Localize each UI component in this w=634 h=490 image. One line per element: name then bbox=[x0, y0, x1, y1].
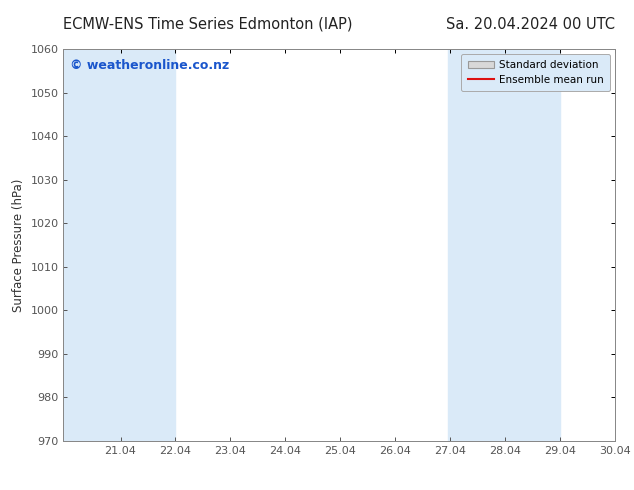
Text: ECMW-ENS Time Series Edmonton (IAP): ECMW-ENS Time Series Edmonton (IAP) bbox=[63, 17, 353, 32]
Text: © weatheronline.co.nz: © weatheronline.co.nz bbox=[70, 59, 230, 72]
Y-axis label: Surface Pressure (hPa): Surface Pressure (hPa) bbox=[12, 178, 25, 312]
Bar bbox=[63, 49, 176, 441]
Text: Sa. 20.04.2024 00 UTC: Sa. 20.04.2024 00 UTC bbox=[446, 17, 615, 32]
Bar bbox=[448, 49, 560, 441]
Legend: Standard deviation, Ensemble mean run: Standard deviation, Ensemble mean run bbox=[462, 54, 610, 91]
